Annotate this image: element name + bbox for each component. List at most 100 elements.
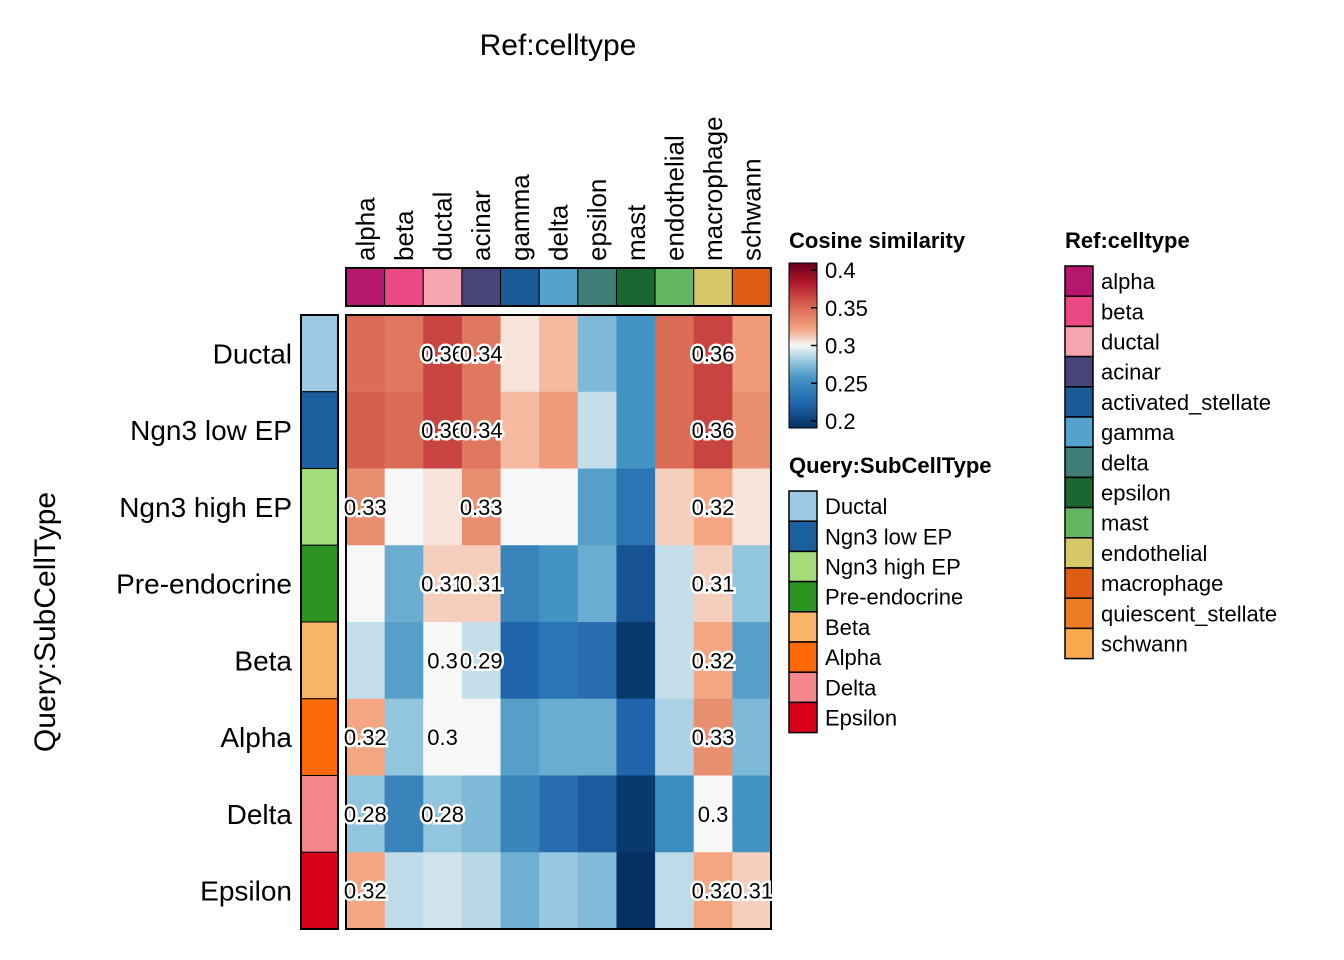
legend-item-label: alpha	[1101, 269, 1156, 294]
heatmap-cell	[616, 852, 656, 930]
cell-value-label: 0.33	[460, 495, 503, 520]
color-scale-tick-label: 0.35	[825, 296, 868, 321]
legend-item-label: Epsilon	[825, 706, 897, 731]
heatmap-cell	[577, 391, 617, 469]
heatmap-cell	[616, 698, 656, 776]
heatmap-cell	[539, 468, 579, 546]
heatmap-cell	[500, 775, 540, 853]
cell-value-label: 0.32	[692, 648, 735, 673]
row-label: Ductal	[213, 338, 292, 369]
heatmap-cell-labels: 0.360.34 0.360.360.34 0.360.33 0.33 0.320.31…	[341, 339, 775, 906]
column-annotation-cell	[384, 267, 424, 307]
column-annotation-cell	[345, 267, 386, 307]
legend-item-label: Beta	[825, 615, 871, 640]
heatmap-cell	[384, 852, 424, 930]
legend-item-label: acinar	[1101, 360, 1161, 385]
row-annotation-cell	[300, 468, 339, 546]
heatmap-cell	[539, 391, 579, 469]
legend-key	[1064, 446, 1094, 479]
heatmap-cell	[423, 775, 463, 853]
row-annotation-cell	[300, 544, 339, 623]
heatmap-cell	[655, 698, 695, 776]
heatmap-cell	[655, 622, 695, 700]
heatmap-cell	[461, 545, 502, 623]
legend-title: Query:SubCellType	[789, 453, 992, 478]
legend-item-label: macrophage	[1101, 571, 1223, 596]
heatmap-cell	[346, 545, 386, 623]
heatmap-cell	[461, 391, 502, 469]
column-label: macrophage	[698, 116, 728, 261]
color-scale-tick-label: 0.3	[825, 334, 856, 359]
legend-ref-celltype: Ref:celltype alpha beta ductal acinar activat…	[1064, 228, 1277, 660]
heatmap-cell	[577, 698, 617, 776]
legend-key	[1064, 476, 1094, 509]
heatmap-cell	[346, 391, 386, 469]
heatmap-cell	[384, 622, 424, 700]
heatmap-cell	[500, 852, 540, 930]
legend-key	[788, 520, 818, 553]
heatmap-cell	[423, 315, 463, 393]
heatmap-cell	[577, 468, 617, 546]
legend-item-label: activated_stellate	[1101, 390, 1271, 415]
column-annotation-cell	[615, 267, 656, 307]
heatmap-cell	[539, 622, 579, 700]
heatmap-cell	[461, 315, 502, 393]
legend-key	[1064, 567, 1094, 599]
color-scale-tick-label: 0.4	[825, 258, 856, 283]
heatmap-cell	[732, 315, 772, 393]
row-annotation-cell	[300, 391, 339, 469]
legend-cosine-similarity: Cosine similarity 0.4 0.35 0.3 0.25 0.2	[788, 228, 966, 434]
legend-item-label: epsilon	[1101, 481, 1171, 506]
heatmap-cell	[616, 315, 656, 393]
legend-key	[788, 580, 818, 613]
legend-item-label: quiescent_stellate	[1101, 601, 1277, 626]
heatmap-cell	[693, 852, 733, 930]
heatmap-cell	[423, 391, 463, 469]
heatmap-cell	[461, 468, 502, 546]
row-label: Alpha	[220, 722, 292, 753]
legend-key	[1064, 295, 1094, 328]
heatmap-cell	[616, 468, 656, 546]
legend-key	[788, 671, 818, 704]
column-annotation-cell	[422, 267, 463, 307]
column-annotation-cell	[731, 267, 772, 307]
heatmap-cell	[346, 622, 386, 700]
cell-value-label: 0.3	[427, 648, 458, 673]
row-label: Ngn3 high EP	[119, 492, 292, 523]
column-axis-title: Ref:celltype	[480, 29, 637, 62]
row-label: Beta	[234, 645, 292, 676]
legend-title: Cosine similarity	[789, 228, 966, 253]
cell-value-label: 0.3	[698, 802, 729, 827]
column-annotation-cell	[461, 267, 502, 307]
column-label: beta	[389, 210, 419, 261]
legend-key	[1064, 386, 1094, 418]
cell-value-label: 0.3	[427, 725, 458, 750]
legend-key	[788, 611, 818, 643]
heatmap-cell	[384, 391, 424, 469]
row-label: Pre-endocrine	[116, 569, 292, 600]
column-label: alpha	[350, 197, 380, 261]
column-label: acinar	[466, 190, 496, 261]
heatmap-cell	[732, 775, 772, 853]
heatmap-cell	[539, 775, 579, 853]
heatmap-cells	[345, 314, 772, 930]
heatmap-cell	[346, 852, 386, 930]
row-label: Ngn3 low EP	[130, 415, 292, 446]
row-annotation-border	[300, 314, 339, 930]
legend-key	[1064, 506, 1094, 539]
column-label: gamma	[505, 174, 535, 261]
color-scale-tick-label: 0.25	[825, 371, 868, 396]
row-annotation-cell	[300, 851, 339, 930]
heatmap-cell	[539, 698, 579, 776]
row-annotation-cell	[300, 698, 339, 776]
row-annotation-cell	[300, 621, 339, 700]
heatmap-cell	[500, 545, 540, 623]
column-annotation-border	[345, 267, 772, 307]
legend-key	[1064, 416, 1094, 448]
column-annotation-cell	[654, 267, 695, 307]
cell-value-label: 0.32	[692, 495, 735, 520]
legend-key	[1064, 597, 1094, 630]
legend-key	[788, 550, 818, 583]
heatmap-cell	[693, 315, 733, 393]
